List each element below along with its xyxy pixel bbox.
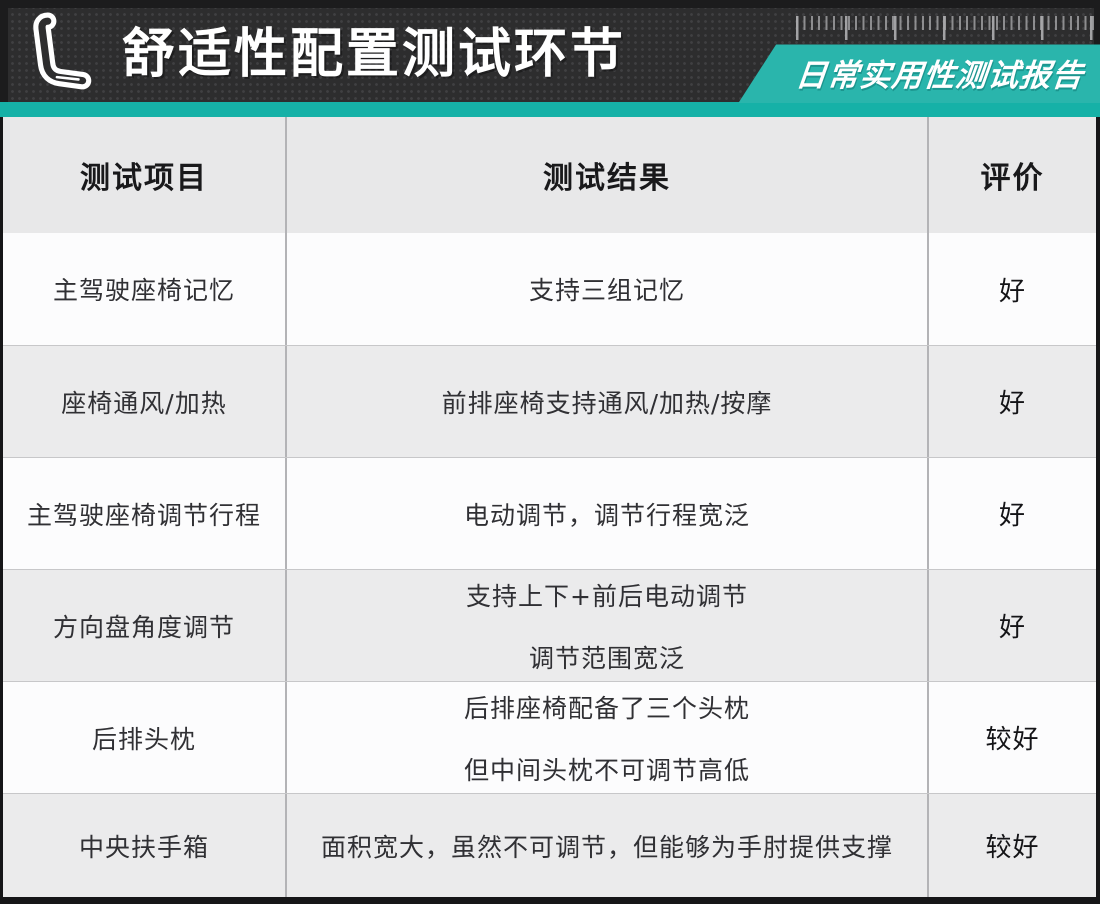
result-line: 后排座椅配备了三个头枕: [463, 693, 750, 723]
test-result-cell: 支持上下+前后电动调节 调节范围宽泛: [287, 570, 929, 681]
table-row: 主驾驶座椅调节行程 电动调节，调节行程宽泛 好: [3, 457, 1096, 569]
rating-cell: 较好: [985, 725, 1040, 755]
column-header-test-item: 测试项目: [3, 117, 287, 233]
test-item-cell: 后排头枕: [3, 682, 287, 793]
result-line: 支持上下+前后电动调节: [466, 581, 748, 611]
table-row: 座椅通风/加热 前排座椅支持通风/加热/按摩 好: [3, 345, 1096, 457]
result-line: 但中间头枕不可调节高低: [463, 755, 750, 785]
result-line: 电动调节，调节行程宽泛: [463, 500, 750, 530]
result-line: 调节范围宽泛: [528, 643, 685, 673]
test-result-cell: 前排座椅支持通风/加热/按摩: [287, 346, 929, 457]
table-body: 主驾驶座椅记忆 支持三组记忆 好 座椅通风/加热 前排座椅支持通风/加热/按摩 …: [3, 233, 1096, 897]
rating-cell: 好: [998, 501, 1026, 531]
result-line: 支持三组记忆: [528, 276, 685, 305]
table-header-row: 测试项目 测试结果 评价: [3, 117, 1096, 233]
test-item-cell: 主驾驶座椅记忆: [3, 233, 287, 345]
rating-cell: 好: [998, 389, 1026, 419]
test-result-table: 测试项目 测试结果 评价 主驾驶座椅记忆 支持三组记忆 好 座椅通风/加热 前排…: [0, 117, 1100, 904]
test-item-cell: 方向盘角度调节: [3, 570, 287, 681]
ruler-ticks-icon: [796, 16, 1096, 42]
test-item-cell: 中央扶手箱: [3, 794, 287, 897]
result-line: 面积宽大，虽然不可调节，但能够为手肘提供支撑: [320, 832, 893, 862]
column-header-rating: 评价: [980, 161, 1045, 196]
result-line: 前排座椅支持通风/加热/按摩: [441, 388, 773, 418]
car-seat-icon: [20, 10, 100, 100]
test-result-cell: 后排座椅配备了三个头枕 但中间头枕不可调节高低: [287, 682, 929, 793]
column-header-test-result: 测试结果: [287, 117, 929, 233]
test-result-cell: 面积宽大，虽然不可调节，但能够为手肘提供支撑: [287, 794, 929, 897]
rating-cell: 好: [998, 613, 1026, 643]
table-row: 后排头枕 后排座椅配备了三个头枕 但中间头枕不可调节高低 较好: [3, 681, 1096, 793]
test-item-cell: 主驾驶座椅调节行程: [3, 458, 287, 569]
test-result-cell: 支持三组记忆: [287, 233, 929, 345]
table-row: 方向盘角度调节 支持上下+前后电动调节 调节范围宽泛 好: [3, 569, 1096, 681]
page-title: 舒适性配置测试环节: [122, 23, 626, 85]
rating-cell: 较好: [985, 833, 1040, 863]
report-badge: 日常实用性测试报告: [738, 44, 1100, 103]
test-result-cell: 电动调节，调节行程宽泛: [287, 458, 929, 569]
table-row: 中央扶手箱 面积宽大，虽然不可调节，但能够为手肘提供支撑 较好: [3, 793, 1096, 897]
rating-cell: 好: [998, 276, 1026, 307]
report-badge-label: 日常实用性测试报告: [793, 58, 1086, 94]
teal-stripe: [0, 102, 1100, 117]
test-item-cell: 座椅通风/加热: [3, 346, 287, 457]
table-row: 主驾驶座椅记忆 支持三组记忆 好: [3, 233, 1096, 345]
